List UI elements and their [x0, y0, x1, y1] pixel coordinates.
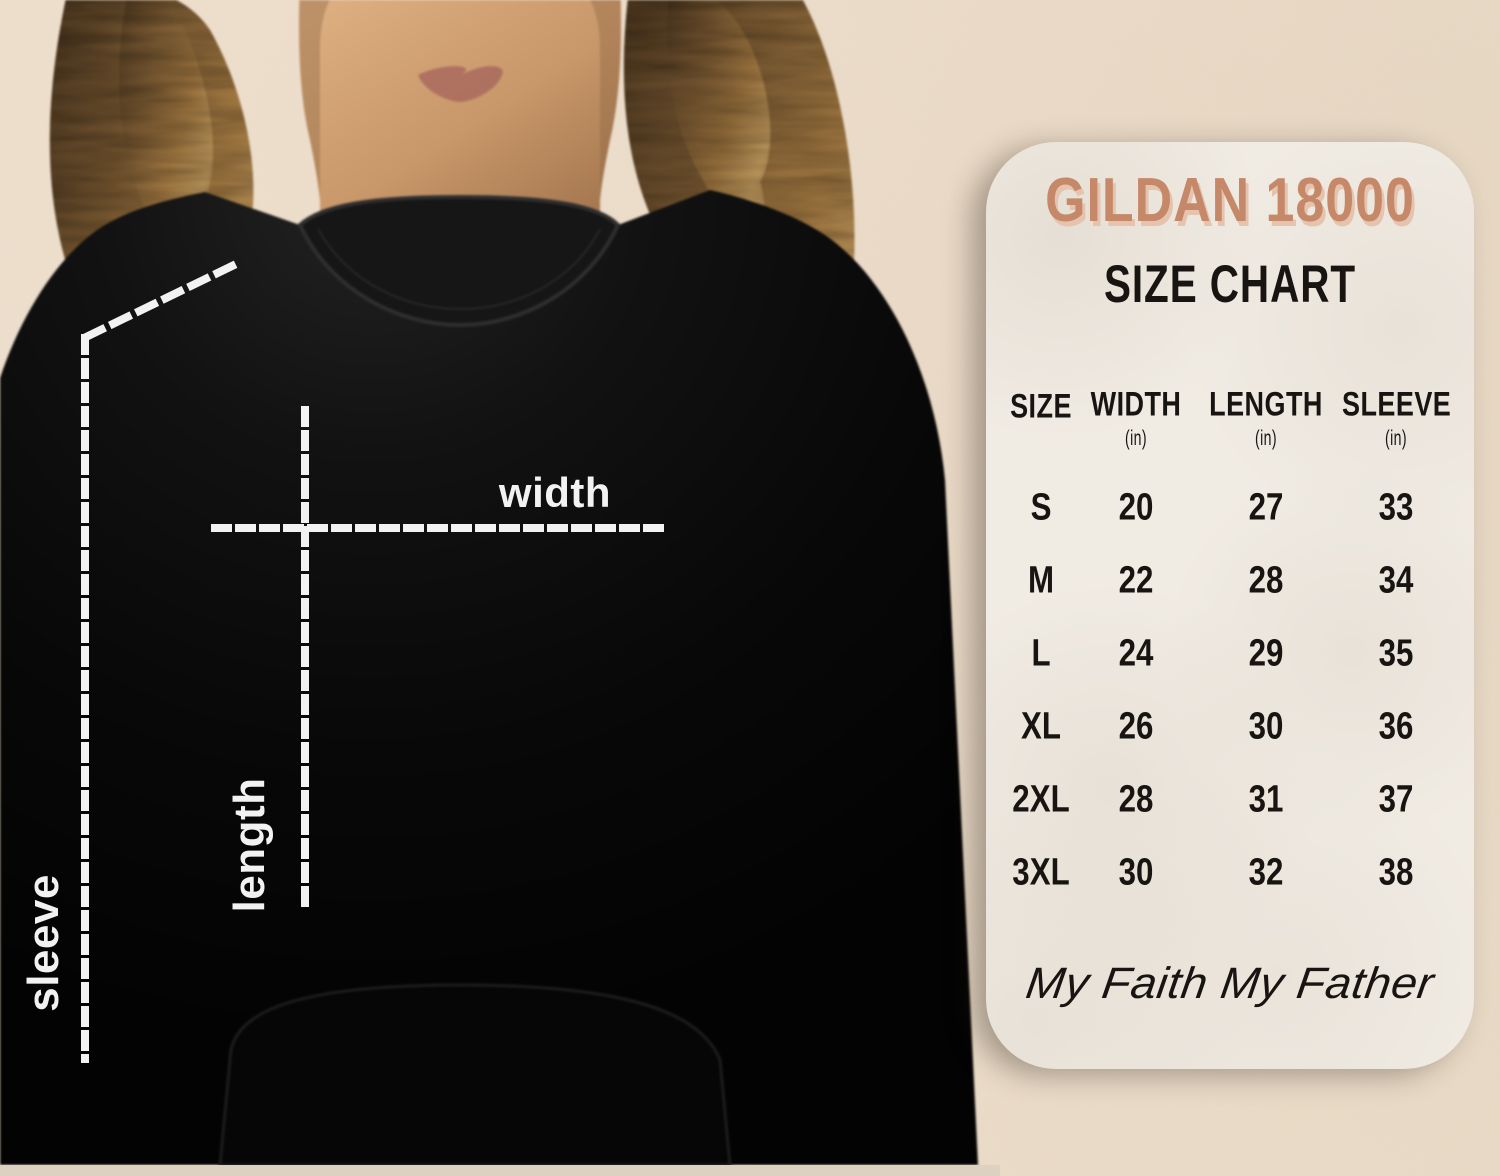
svg-text:width: width [498, 469, 611, 516]
svg-text:length: length [225, 778, 274, 913]
svg-text:sleeve: sleeve [19, 874, 68, 1012]
